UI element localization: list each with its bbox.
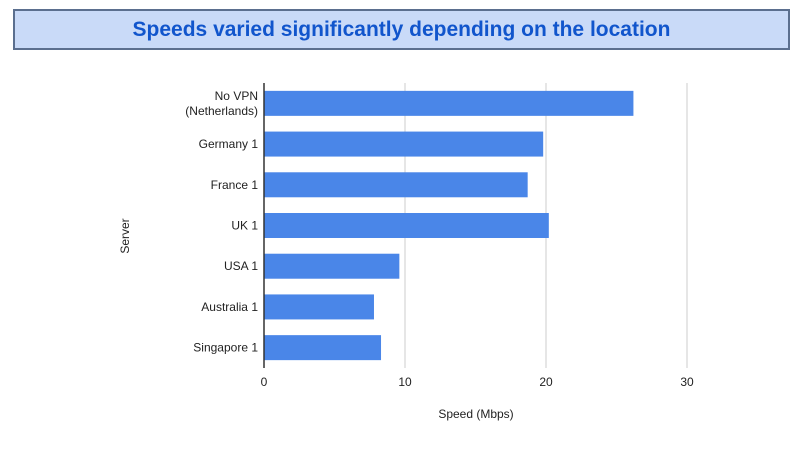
chart-title: Speeds varied significantly depending on… <box>132 17 671 41</box>
x-tick-label-0: 0 <box>261 375 268 389</box>
bar-4 <box>264 253 400 279</box>
category-label-3: UK 1 <box>231 219 258 233</box>
bar-1 <box>264 131 544 157</box>
category-label-5: Australia 1 <box>201 300 258 314</box>
bar-0 <box>264 90 634 116</box>
category-label-6: Singapore 1 <box>193 341 258 355</box>
x-tick-label-2: 20 <box>539 375 553 389</box>
category-label-0: No VPN (Netherlands) <box>185 89 258 118</box>
bar-5 <box>264 294 374 320</box>
bar-3 <box>264 213 549 238</box>
y-axis-title: Server <box>118 218 132 253</box>
x-tick-label-3: 30 <box>680 375 694 389</box>
category-label-4: USA 1 <box>224 259 258 273</box>
bar-2 <box>264 172 528 198</box>
category-label-1: Germany 1 <box>199 137 259 151</box>
category-label-2: France 1 <box>211 178 259 192</box>
x-axis-title: Speed (Mbps) <box>438 407 513 421</box>
bar-6 <box>264 335 382 361</box>
chart-title-banner: Speeds varied significantly depending on… <box>13 9 790 50</box>
x-tick-label-1: 10 <box>398 375 412 389</box>
